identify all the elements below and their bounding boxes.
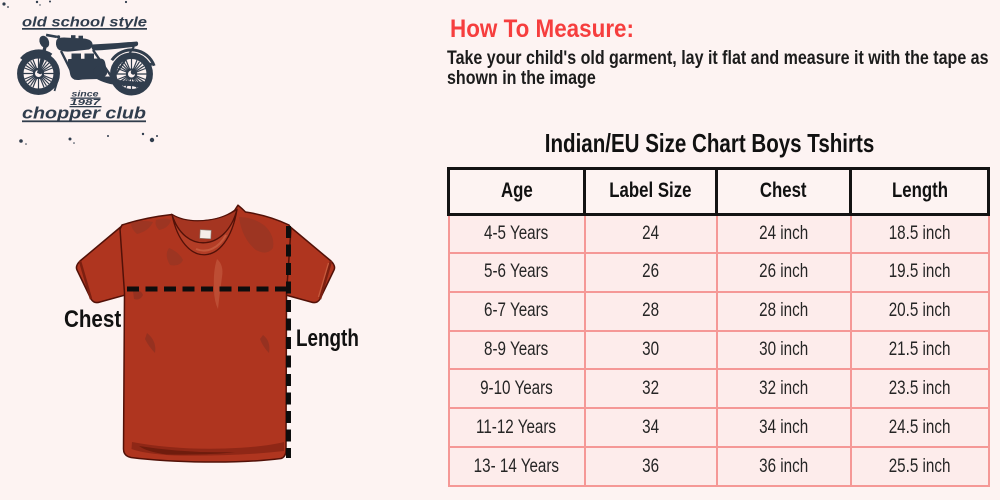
svg-text:old school style: old school style — [22, 14, 147, 30]
svg-text:chopper club: chopper club — [22, 104, 146, 123]
svg-text:1987: 1987 — [70, 97, 102, 107]
svg-text:since: since — [72, 88, 99, 98]
